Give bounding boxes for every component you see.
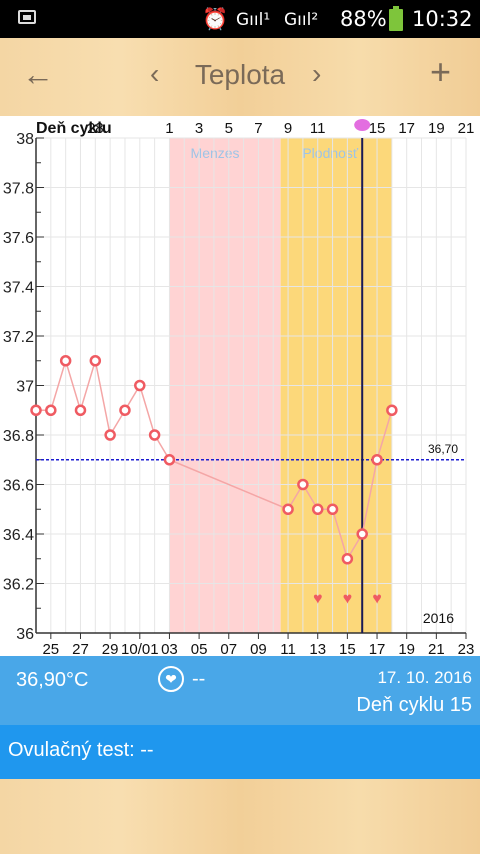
- y-tick-label: 37.2: [3, 329, 34, 346]
- x-tick-label: 21: [428, 641, 445, 656]
- heart-marker-icon: ♥: [313, 590, 323, 607]
- page-title: Teplota: [194, 59, 286, 90]
- selected-date: 17. 10. 2016: [377, 668, 472, 687]
- cycle-tick-label: 9: [284, 120, 292, 137]
- temperature-point: [282, 503, 294, 515]
- cycle-tick-label: 17: [398, 120, 415, 137]
- toolbar: Teplota ← ‹ › +: [0, 38, 480, 152]
- signal-2-icon: Gııl²: [284, 10, 319, 30]
- band-label-1: Plodnosť: [302, 145, 359, 161]
- x-tick-label: 03: [161, 641, 178, 656]
- y-tick-label: 37.8: [3, 181, 34, 198]
- temperature-point: [341, 553, 354, 565]
- y-tick-label: 36.2: [3, 577, 34, 594]
- x-tick-label: 11: [280, 641, 296, 656]
- temperature-point: [163, 454, 176, 466]
- temperature-point: [371, 454, 383, 466]
- prev-chevron-icon[interactable]: ‹: [150, 58, 160, 89]
- x-tick-label: 15: [339, 641, 356, 656]
- cycle-tick-label: 7: [254, 120, 262, 137]
- x-tick-label: 07: [220, 641, 237, 656]
- y-tick-label: 36.4: [3, 527, 34, 544]
- next-chevron-icon[interactable]: ›: [312, 58, 322, 89]
- add-icon[interactable]: +: [430, 51, 452, 92]
- x-tick-label: 19: [398, 641, 415, 656]
- coverline-label: 36,70: [428, 442, 458, 456]
- temperature-point: [311, 503, 324, 515]
- cycle-tick-label: 19: [428, 120, 445, 137]
- y-tick-label: 36.6: [3, 478, 34, 495]
- ovulation-test-label: Ovulačný test: --: [8, 739, 154, 761]
- year-label: 2016: [423, 610, 454, 626]
- x-tick-label: 27: [72, 641, 89, 656]
- temperature-chart[interactable]: Menzes Plodnosť 36 36.2 36.4 36.6 36.8 37 37.2 37…: [0, 116, 480, 658]
- temperature-point: [134, 379, 146, 392]
- cycle-tick-label: 3: [195, 120, 203, 137]
- battery-percent: 88%: [340, 7, 387, 31]
- y-tick-label: 36: [16, 626, 34, 643]
- x-tick-label: 09: [250, 641, 267, 656]
- cycle-tick-label: 11: [310, 120, 326, 137]
- y-tick-label: 38: [16, 131, 34, 148]
- info-bar[interactable]: 36,90°C ❤ -- 17. 10. 2016 Deň cyklu 15: [0, 656, 480, 725]
- status-bar: ⏰ Gııl¹ Gııl² 88% 10:32: [0, 0, 480, 38]
- x-tick-label: 13: [309, 641, 326, 656]
- cycle-tick-label: 1: [165, 120, 173, 137]
- x-tick-label: 25: [42, 641, 59, 656]
- signal-1-icon: Gııl¹: [236, 10, 271, 30]
- y-tick-label: 36.8: [3, 428, 34, 445]
- cycle-tick-label: 28: [87, 120, 104, 137]
- temperature-point: [89, 355, 102, 367]
- y-tick-label: 37.6: [3, 230, 34, 247]
- ovulation-test-row[interactable]: Ovulačný test: --: [0, 725, 480, 779]
- x-tick-label: 23: [458, 641, 475, 656]
- heart-marker-icon: ♥: [343, 590, 353, 607]
- cycle-axis-label: Deň cyklu: [36, 120, 112, 137]
- temperature-point: [326, 503, 339, 515]
- temperature-point: [45, 404, 57, 416]
- x-tick-label: 05: [191, 641, 208, 656]
- cycle-tick-label: 15: [369, 120, 386, 137]
- battery-icon: [389, 6, 403, 31]
- x-tick-label: 10/01: [121, 641, 159, 656]
- temperature-value: 36,90°C: [16, 669, 89, 691]
- temperature-point: [148, 429, 161, 441]
- temperature-point: [297, 478, 309, 491]
- temperature-point: [104, 429, 116, 441]
- temperature-point: [59, 355, 72, 367]
- temperature-point: [30, 404, 42, 416]
- heart-icon[interactable]: ❤: [158, 666, 184, 692]
- cycle-tick-label: 21: [458, 120, 475, 137]
- x-tick-label: 29: [102, 641, 119, 656]
- heart-value: --: [192, 668, 206, 690]
- cycle-tick-label: 5: [225, 120, 233, 137]
- x-tick-label: 17: [369, 641, 386, 656]
- y-tick-label: 37.4: [3, 280, 34, 297]
- temperature-point: [356, 528, 368, 540]
- band-label-0: Menzes: [191, 145, 240, 161]
- back-arrow-icon[interactable]: ←: [22, 56, 54, 92]
- y-tick-label: 37: [16, 379, 34, 396]
- clock: 10:32: [412, 7, 473, 31]
- temperature-point: [74, 404, 87, 416]
- temperature-point: [386, 404, 398, 416]
- temperature-point: [119, 404, 131, 416]
- heart-marker-icon: ♥: [372, 590, 382, 607]
- alarm-clock-icon: ⏰: [202, 7, 229, 31]
- temperature-chart-svg[interactable]: Menzes Plodnosť3636.236.436.636.83737.237…: [0, 116, 480, 658]
- ovulation-marker-icon: [354, 119, 371, 131]
- image-notification-icon: [18, 10, 36, 24]
- cycle-day: Deň cyklu 15: [356, 694, 472, 716]
